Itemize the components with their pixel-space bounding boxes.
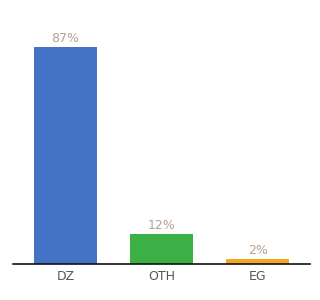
Bar xyxy=(131,234,193,264)
Text: 2%: 2% xyxy=(248,244,268,256)
Bar xyxy=(227,259,289,264)
Text: 87%: 87% xyxy=(52,32,80,45)
Bar xyxy=(35,47,97,264)
Text: 12%: 12% xyxy=(148,219,175,232)
